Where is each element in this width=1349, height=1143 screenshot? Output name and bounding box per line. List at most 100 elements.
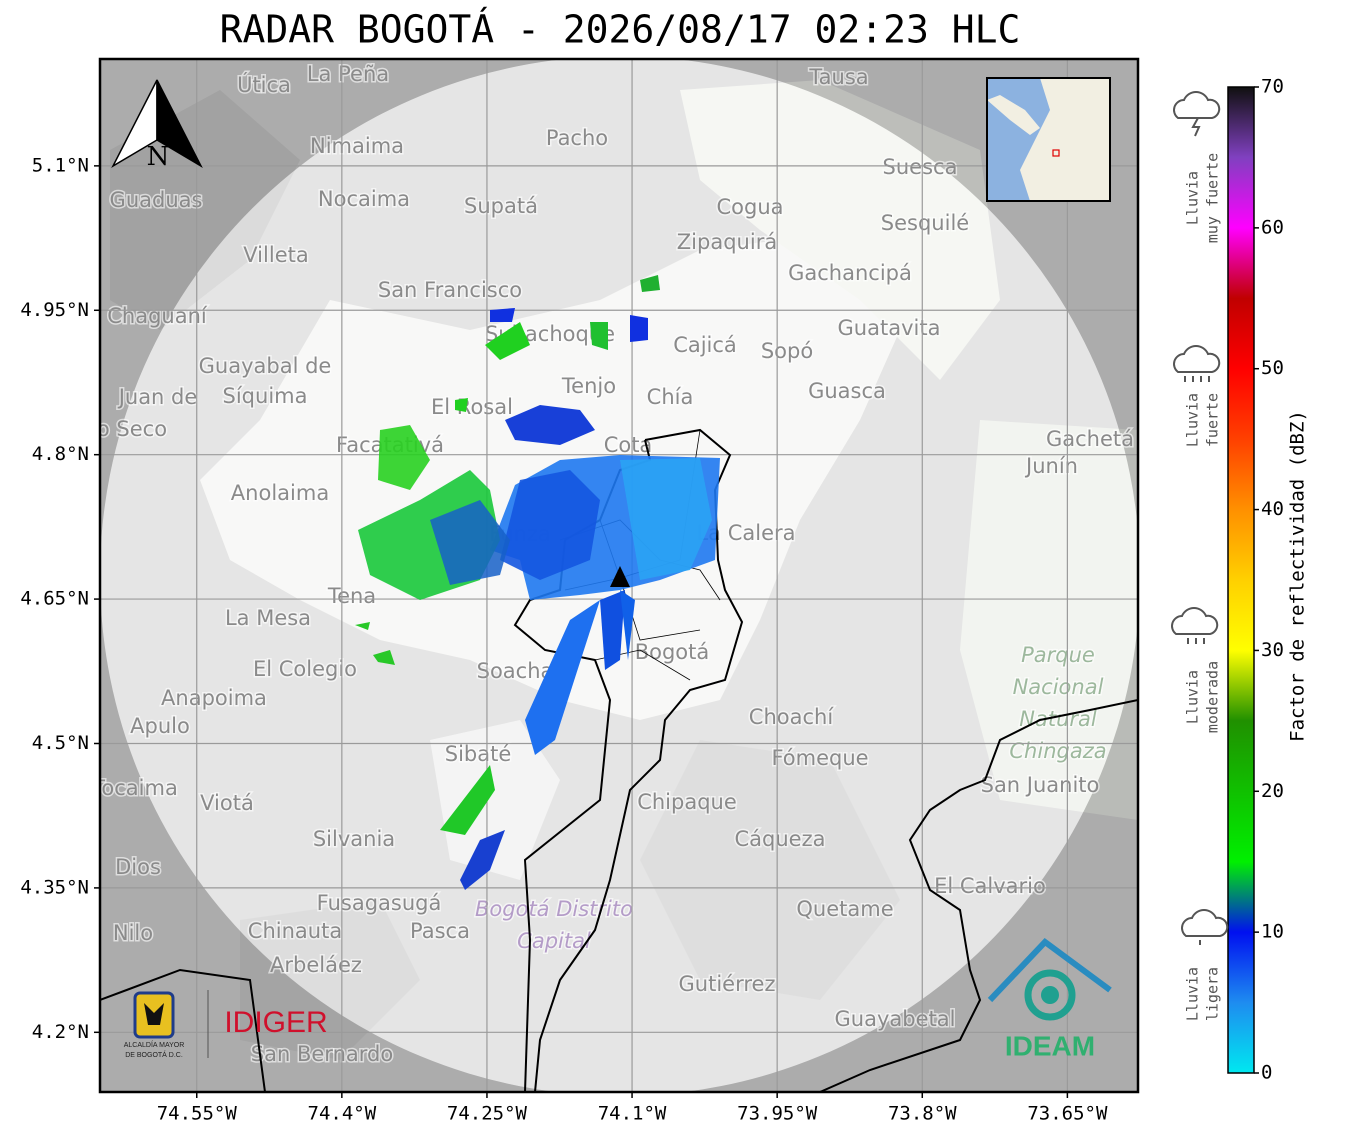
place-label: San Bernardo bbox=[251, 1042, 393, 1066]
lat-tick-label: 5.1°N bbox=[32, 154, 89, 176]
place-label: Sopó bbox=[761, 339, 813, 363]
place-label: Anapoima bbox=[161, 686, 267, 710]
lat-tick-label: 4.2°N bbox=[32, 1021, 89, 1043]
place-label: Cota bbox=[604, 433, 653, 457]
place-label: Guatavita bbox=[838, 316, 941, 340]
title: RADAR BOGOTÁ - 2026/08/17 02:23 HLC bbox=[220, 8, 1021, 52]
place-label: Guaduas bbox=[110, 188, 203, 212]
region bbox=[240, 900, 420, 1060]
lon-tick-label: 73.95°W bbox=[737, 1103, 818, 1125]
place-label: Gutiérrez bbox=[679, 972, 776, 996]
place-label: Tenjo bbox=[561, 374, 616, 398]
place-label: Chinauta bbox=[248, 919, 342, 943]
map-frame bbox=[98, 57, 1140, 1094]
north-arrow: N bbox=[111, 79, 203, 172]
intensity-label: Lluvia bbox=[1184, 670, 1202, 724]
place-label: Tausa bbox=[808, 65, 868, 89]
intensity-label: muy fuerte bbox=[1204, 153, 1222, 243]
place-label: Gachancipá bbox=[788, 261, 912, 285]
place-label: El Rosal bbox=[431, 395, 513, 419]
place-label: La Mesa bbox=[225, 606, 311, 630]
place-label: Chaguaní bbox=[107, 304, 208, 328]
place-label: Nocaima bbox=[318, 187, 410, 211]
place-label: Pasca bbox=[410, 919, 470, 943]
place-label: San Juanito bbox=[981, 773, 1100, 797]
radar-site bbox=[610, 566, 630, 587]
map: La Peña Útica Tausa Pacho Nimaima Nocaima Supa… bbox=[91, 59, 1138, 1092]
place-label: Bogotá bbox=[635, 640, 710, 664]
region bbox=[430, 720, 560, 880]
place-label: Soacha bbox=[477, 659, 554, 683]
colorbar bbox=[1227, 86, 1255, 1074]
place-label: Choachí bbox=[749, 705, 835, 729]
colorbar-tick-label: 10 bbox=[1261, 921, 1284, 943]
place-label: Silvania bbox=[313, 827, 395, 851]
park-label: Nacional bbox=[1013, 675, 1104, 699]
intensity-label: moderada bbox=[1204, 661, 1222, 733]
lon-tick-label: 73.8°W bbox=[888, 1103, 957, 1125]
place-label: Tena bbox=[327, 584, 376, 608]
place-label: Junín bbox=[1024, 454, 1078, 478]
place-label: Villeta bbox=[243, 243, 308, 267]
lon-tick-label: 74.1°W bbox=[598, 1103, 667, 1125]
north-label: N bbox=[147, 142, 170, 172]
place-label: Zipaquirá bbox=[677, 230, 777, 254]
lat-tick-label: 4.65°N bbox=[20, 588, 89, 610]
place-label: Fusagasugá bbox=[317, 891, 442, 915]
place-label: Viotá bbox=[200, 791, 254, 815]
place-label: Guayabetal bbox=[835, 1007, 956, 1031]
region bbox=[640, 740, 900, 1000]
lat-tick-label: 4.5°N bbox=[32, 732, 89, 754]
colorbar-tick-label: 40 bbox=[1261, 498, 1284, 520]
place-label: Sesquilé bbox=[881, 211, 969, 235]
place-label: El Colegio bbox=[253, 657, 357, 681]
place-label: La Peña bbox=[307, 62, 389, 86]
place-label: Útica bbox=[237, 72, 291, 97]
place-label: Suesca bbox=[883, 155, 958, 179]
place-label: Dios bbox=[115, 855, 161, 879]
lat-tick-label: 4.35°N bbox=[20, 876, 89, 898]
lon-tick-label: 74.25°W bbox=[447, 1103, 528, 1125]
place-label: Cajicá bbox=[673, 333, 737, 357]
park-label: Parque bbox=[1021, 643, 1095, 667]
ideam-logo: IDEAM bbox=[1005, 1030, 1095, 1061]
park-label: Chingaza bbox=[1009, 739, 1106, 763]
place-label: Chipaque bbox=[637, 790, 737, 814]
logos: ALCALDÍA MAYOR DE BOGOTÁ D.C. IDIGER IDE… bbox=[124, 938, 1112, 1061]
colorbar-tick-label: 50 bbox=[1261, 357, 1284, 379]
colorbar-tick-label: 30 bbox=[1261, 639, 1284, 661]
place-label: Guasca bbox=[808, 379, 886, 403]
place-label: Anolaima bbox=[231, 481, 329, 505]
place-label: Cáqueza bbox=[735, 827, 826, 851]
place-label: San Francisco bbox=[378, 278, 522, 302]
lat-tick-label: 4.95°N bbox=[20, 299, 89, 321]
place-label: Guayabal de bbox=[199, 354, 332, 378]
colorbar-tick-label: 0 bbox=[1261, 1062, 1272, 1084]
intensity-label: fuerte bbox=[1204, 393, 1222, 447]
colorbar-label: Factor de reflectividad (dBZ) bbox=[1287, 410, 1309, 742]
place-label: Supatá bbox=[464, 194, 538, 218]
region bbox=[960, 420, 1138, 820]
region bbox=[680, 80, 1000, 380]
lon-tick-label: 74.55°W bbox=[157, 1103, 238, 1125]
place-label: Quetame bbox=[796, 897, 893, 921]
lat-tick-label: 4.8°N bbox=[32, 443, 89, 465]
place-label: Sibaté bbox=[445, 742, 512, 766]
place-label: El Calvario bbox=[934, 874, 1046, 898]
lon-tick-label: 73.65°W bbox=[1027, 1103, 1108, 1125]
place-label: Cogua bbox=[716, 195, 783, 219]
region bbox=[110, 90, 300, 330]
place-label: Pacho bbox=[546, 126, 608, 150]
intensity-label: Lluvia bbox=[1184, 967, 1202, 1021]
intensity-icons bbox=[1171, 91, 1229, 945]
colorbar-tick-label: 20 bbox=[1261, 780, 1284, 802]
place-label: Fómeque bbox=[771, 746, 868, 770]
colorbar-tick-label: 70 bbox=[1261, 76, 1284, 98]
alcaldia-logo: DE BOGOTÁ D.C. bbox=[125, 1050, 183, 1059]
place-label: Gachetá bbox=[1046, 427, 1134, 451]
place-label: Juan de bbox=[117, 385, 198, 409]
place-label: Arbeláez bbox=[270, 953, 362, 977]
place-label: Tocaima bbox=[91, 776, 178, 800]
intensity-label: Lluvia bbox=[1184, 393, 1202, 447]
